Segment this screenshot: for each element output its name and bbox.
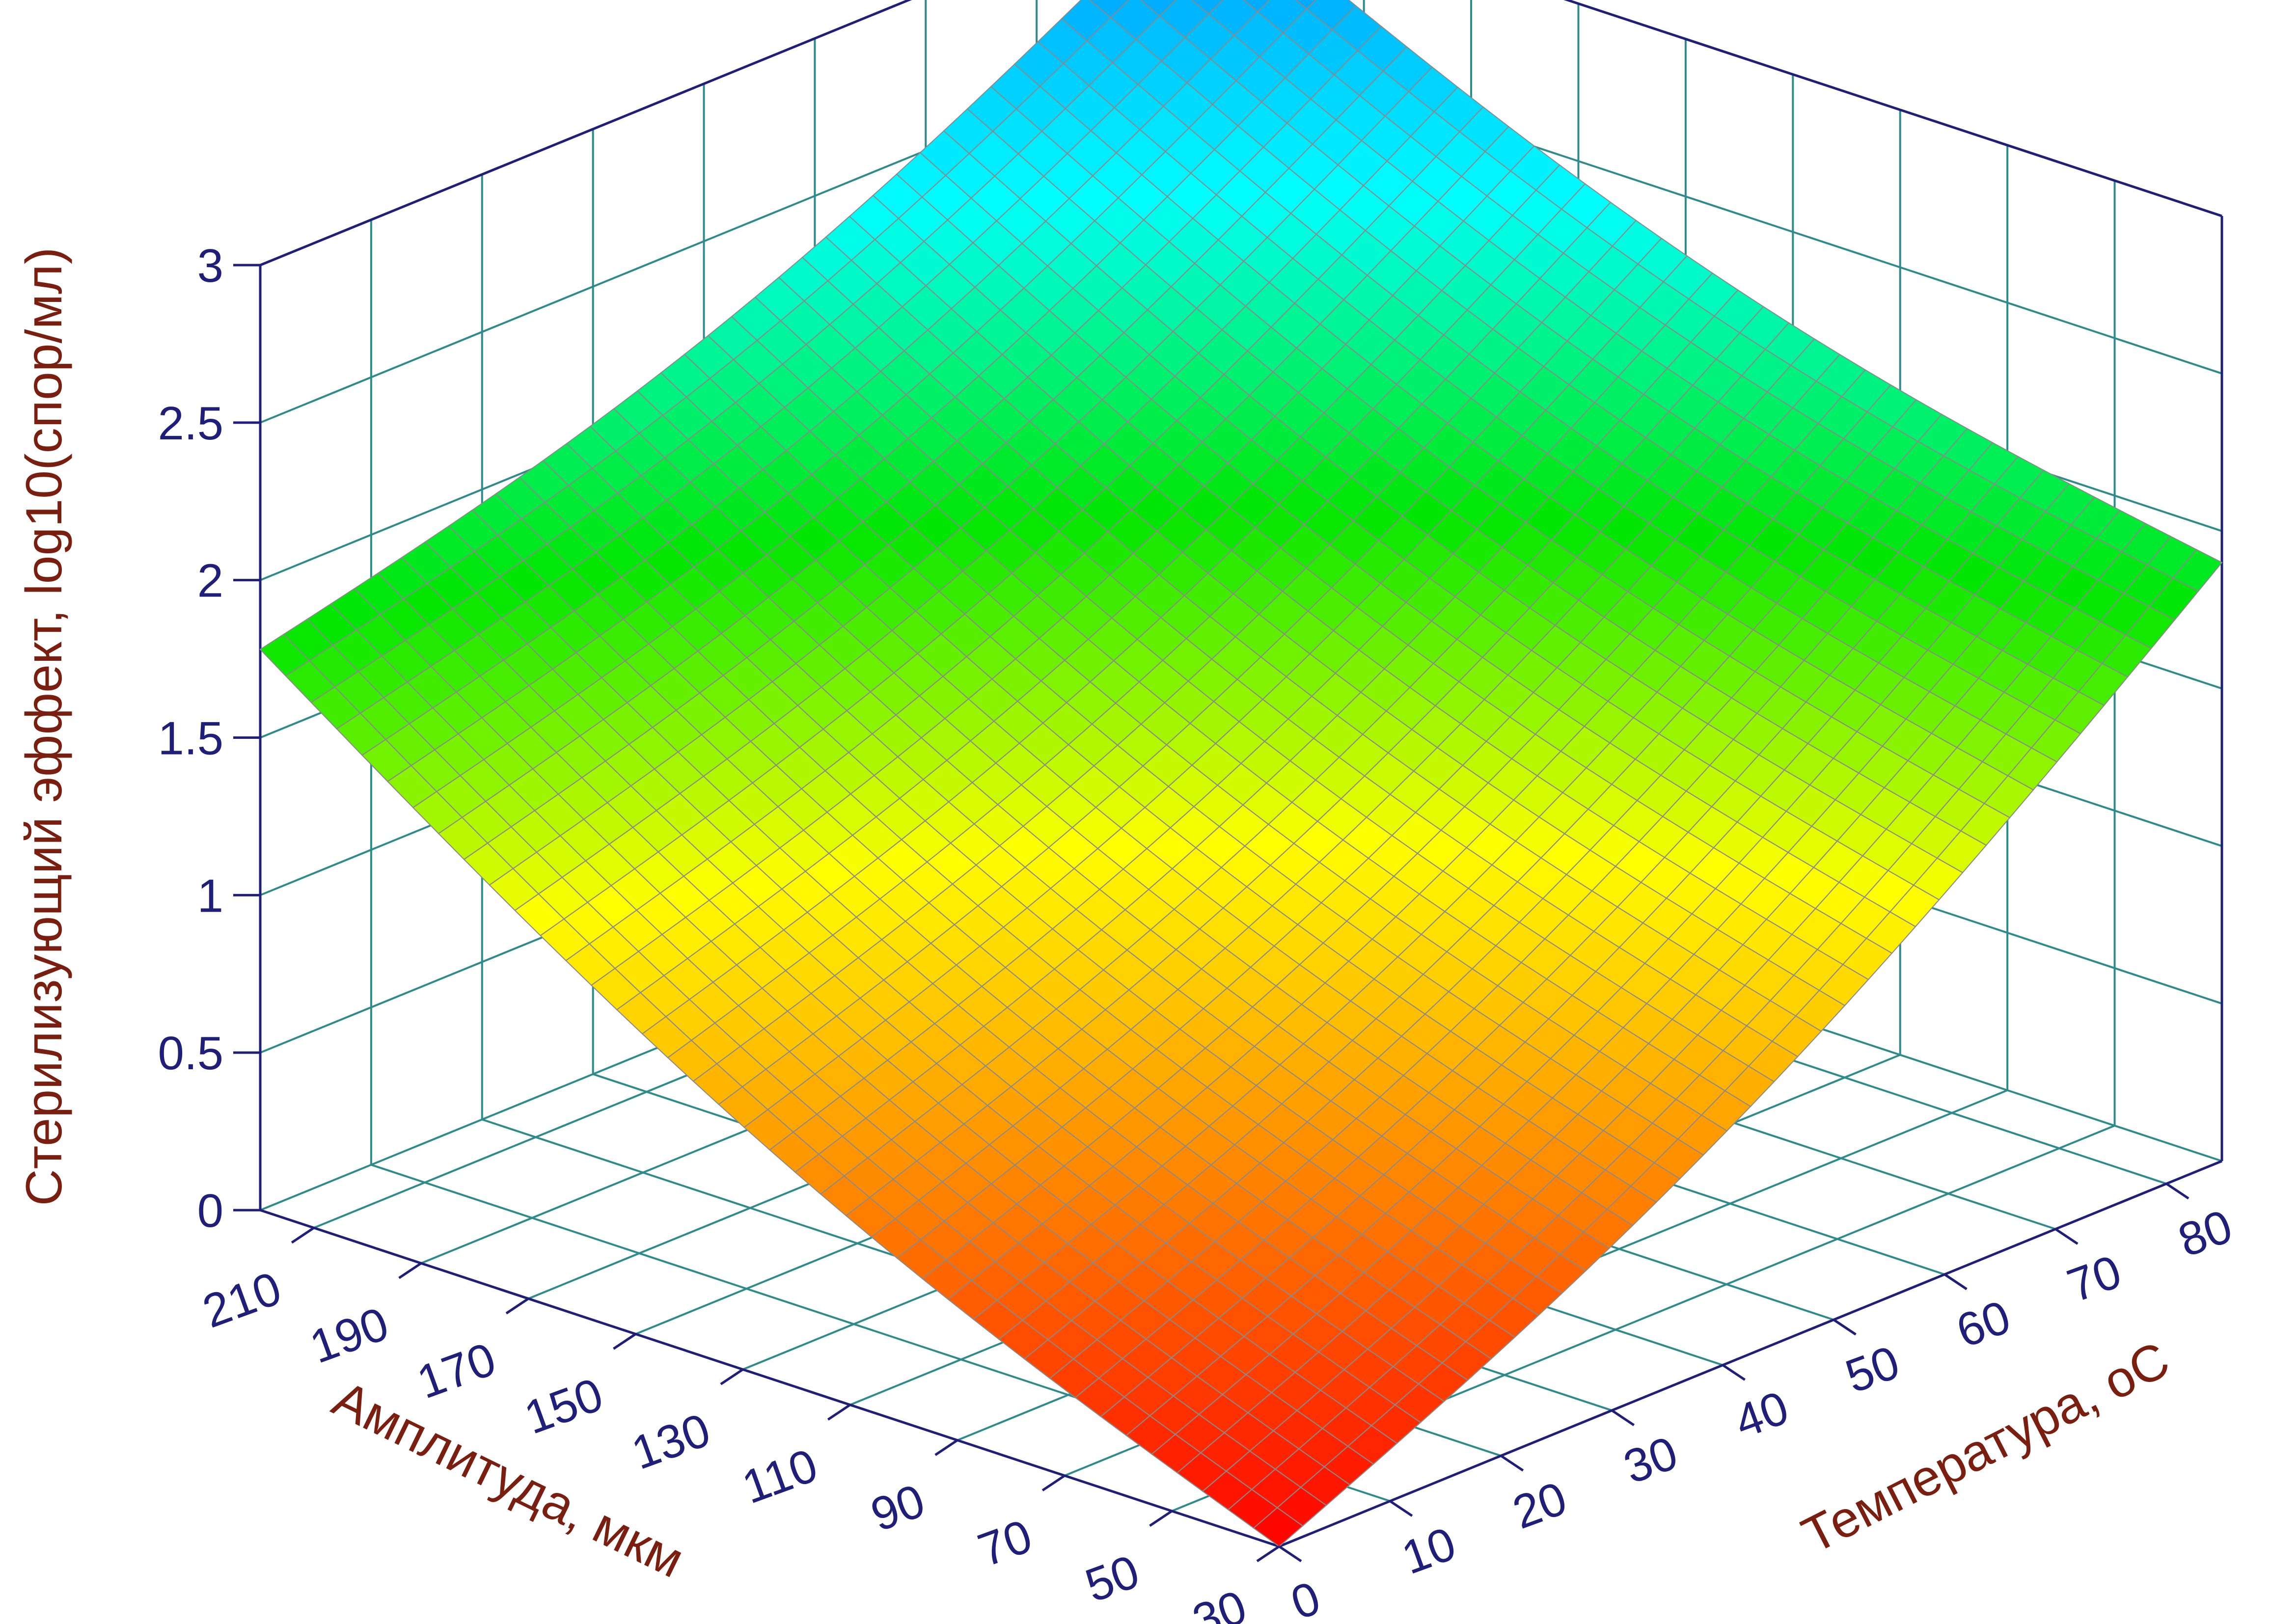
x-tick-label-2: 70	[971, 1510, 1039, 1577]
x-tick-label-5: 130	[625, 1404, 717, 1480]
x-tick-mark-0	[1256, 1545, 1280, 1563]
y-tick-label-8: 80	[2172, 1200, 2239, 1267]
y-tick-mark-7	[2054, 1228, 2079, 1245]
x-tick-mark-4	[827, 1404, 851, 1421]
x-tick-mark-1	[1149, 1510, 1173, 1527]
y-tick-label-2: 20	[1506, 1472, 1573, 1539]
z-tick-label-4: 2	[197, 555, 223, 607]
frame-edge-4	[1563, 0, 2222, 217]
z-tick-label-3: 1.5	[158, 712, 223, 765]
z-tick-label-5: 2.5	[158, 397, 223, 450]
x-tick-label-8: 190	[303, 1297, 395, 1373]
y-tick-label-4: 40	[1728, 1381, 1795, 1448]
y-tick-mark-1	[1389, 1500, 1413, 1517]
x-axis-title: Амплитуда, мкм	[324, 1370, 692, 1589]
z-tick-label-2: 1	[197, 869, 223, 922]
y-tick-label-1: 10	[1395, 1517, 1462, 1584]
y-tick-mark-8	[2165, 1183, 2189, 1200]
y-tick-mark-3	[1611, 1409, 1635, 1427]
x-tick-label-1: 50	[1079, 1545, 1146, 1612]
y-tick-label-3: 30	[1617, 1427, 1684, 1494]
frame-edge-6	[1279, 1160, 2222, 1548]
surface-patch	[1243, 0, 1270, 13]
y-tick-label-7: 70	[2061, 1245, 2128, 1312]
x-tick-label-9: 210	[196, 1262, 288, 1338]
surface-patch	[1191, 0, 1224, 15]
x-tick-mark-9	[291, 1226, 315, 1244]
y-tick-label-6: 60	[1950, 1291, 2017, 1358]
y-tick-mark-5	[1833, 1319, 1857, 1336]
y-tick-mark-0	[1278, 1545, 1302, 1563]
y-tick-label-0: 0	[1285, 1571, 1327, 1624]
z-axis-title: Стерилизующий эффект, log10(спор/мл)	[16, 247, 73, 1206]
x-tick-label-6: 150	[518, 1368, 610, 1444]
x-tick-mark-5	[720, 1368, 744, 1385]
x-tick-label-3: 90	[864, 1474, 931, 1542]
z-tick-label-0: 0	[197, 1185, 223, 1237]
x-tick-mark-2	[1041, 1474, 1066, 1491]
z-tick-label-1: 0.5	[158, 1027, 223, 1080]
x-tick-mark-3	[934, 1439, 958, 1456]
surface-patch	[1295, 0, 1316, 10]
x-tick-mark-8	[398, 1262, 422, 1279]
x-tick-mark-7	[505, 1298, 529, 1315]
x-tick-label-7: 170	[410, 1332, 502, 1408]
y-tick-label-5: 50	[1839, 1336, 1906, 1403]
y-tick-mark-6	[1943, 1273, 1968, 1290]
x-tick-label-0: 30	[1186, 1580, 1253, 1624]
frame-edge-3	[260, 0, 912, 267]
frame-edge-5	[260, 1209, 1280, 1548]
surface-layer	[259, 0, 2223, 1547]
x-tick-mark-6	[613, 1333, 636, 1350]
y-tick-mark-2	[1500, 1455, 1524, 1472]
y-tick-mark-4	[1722, 1364, 1746, 1381]
x-tick-label-4: 110	[736, 1439, 824, 1514]
z-tick-label-6: 3	[197, 240, 223, 292]
surface-patch	[1253, 1507, 1304, 1547]
